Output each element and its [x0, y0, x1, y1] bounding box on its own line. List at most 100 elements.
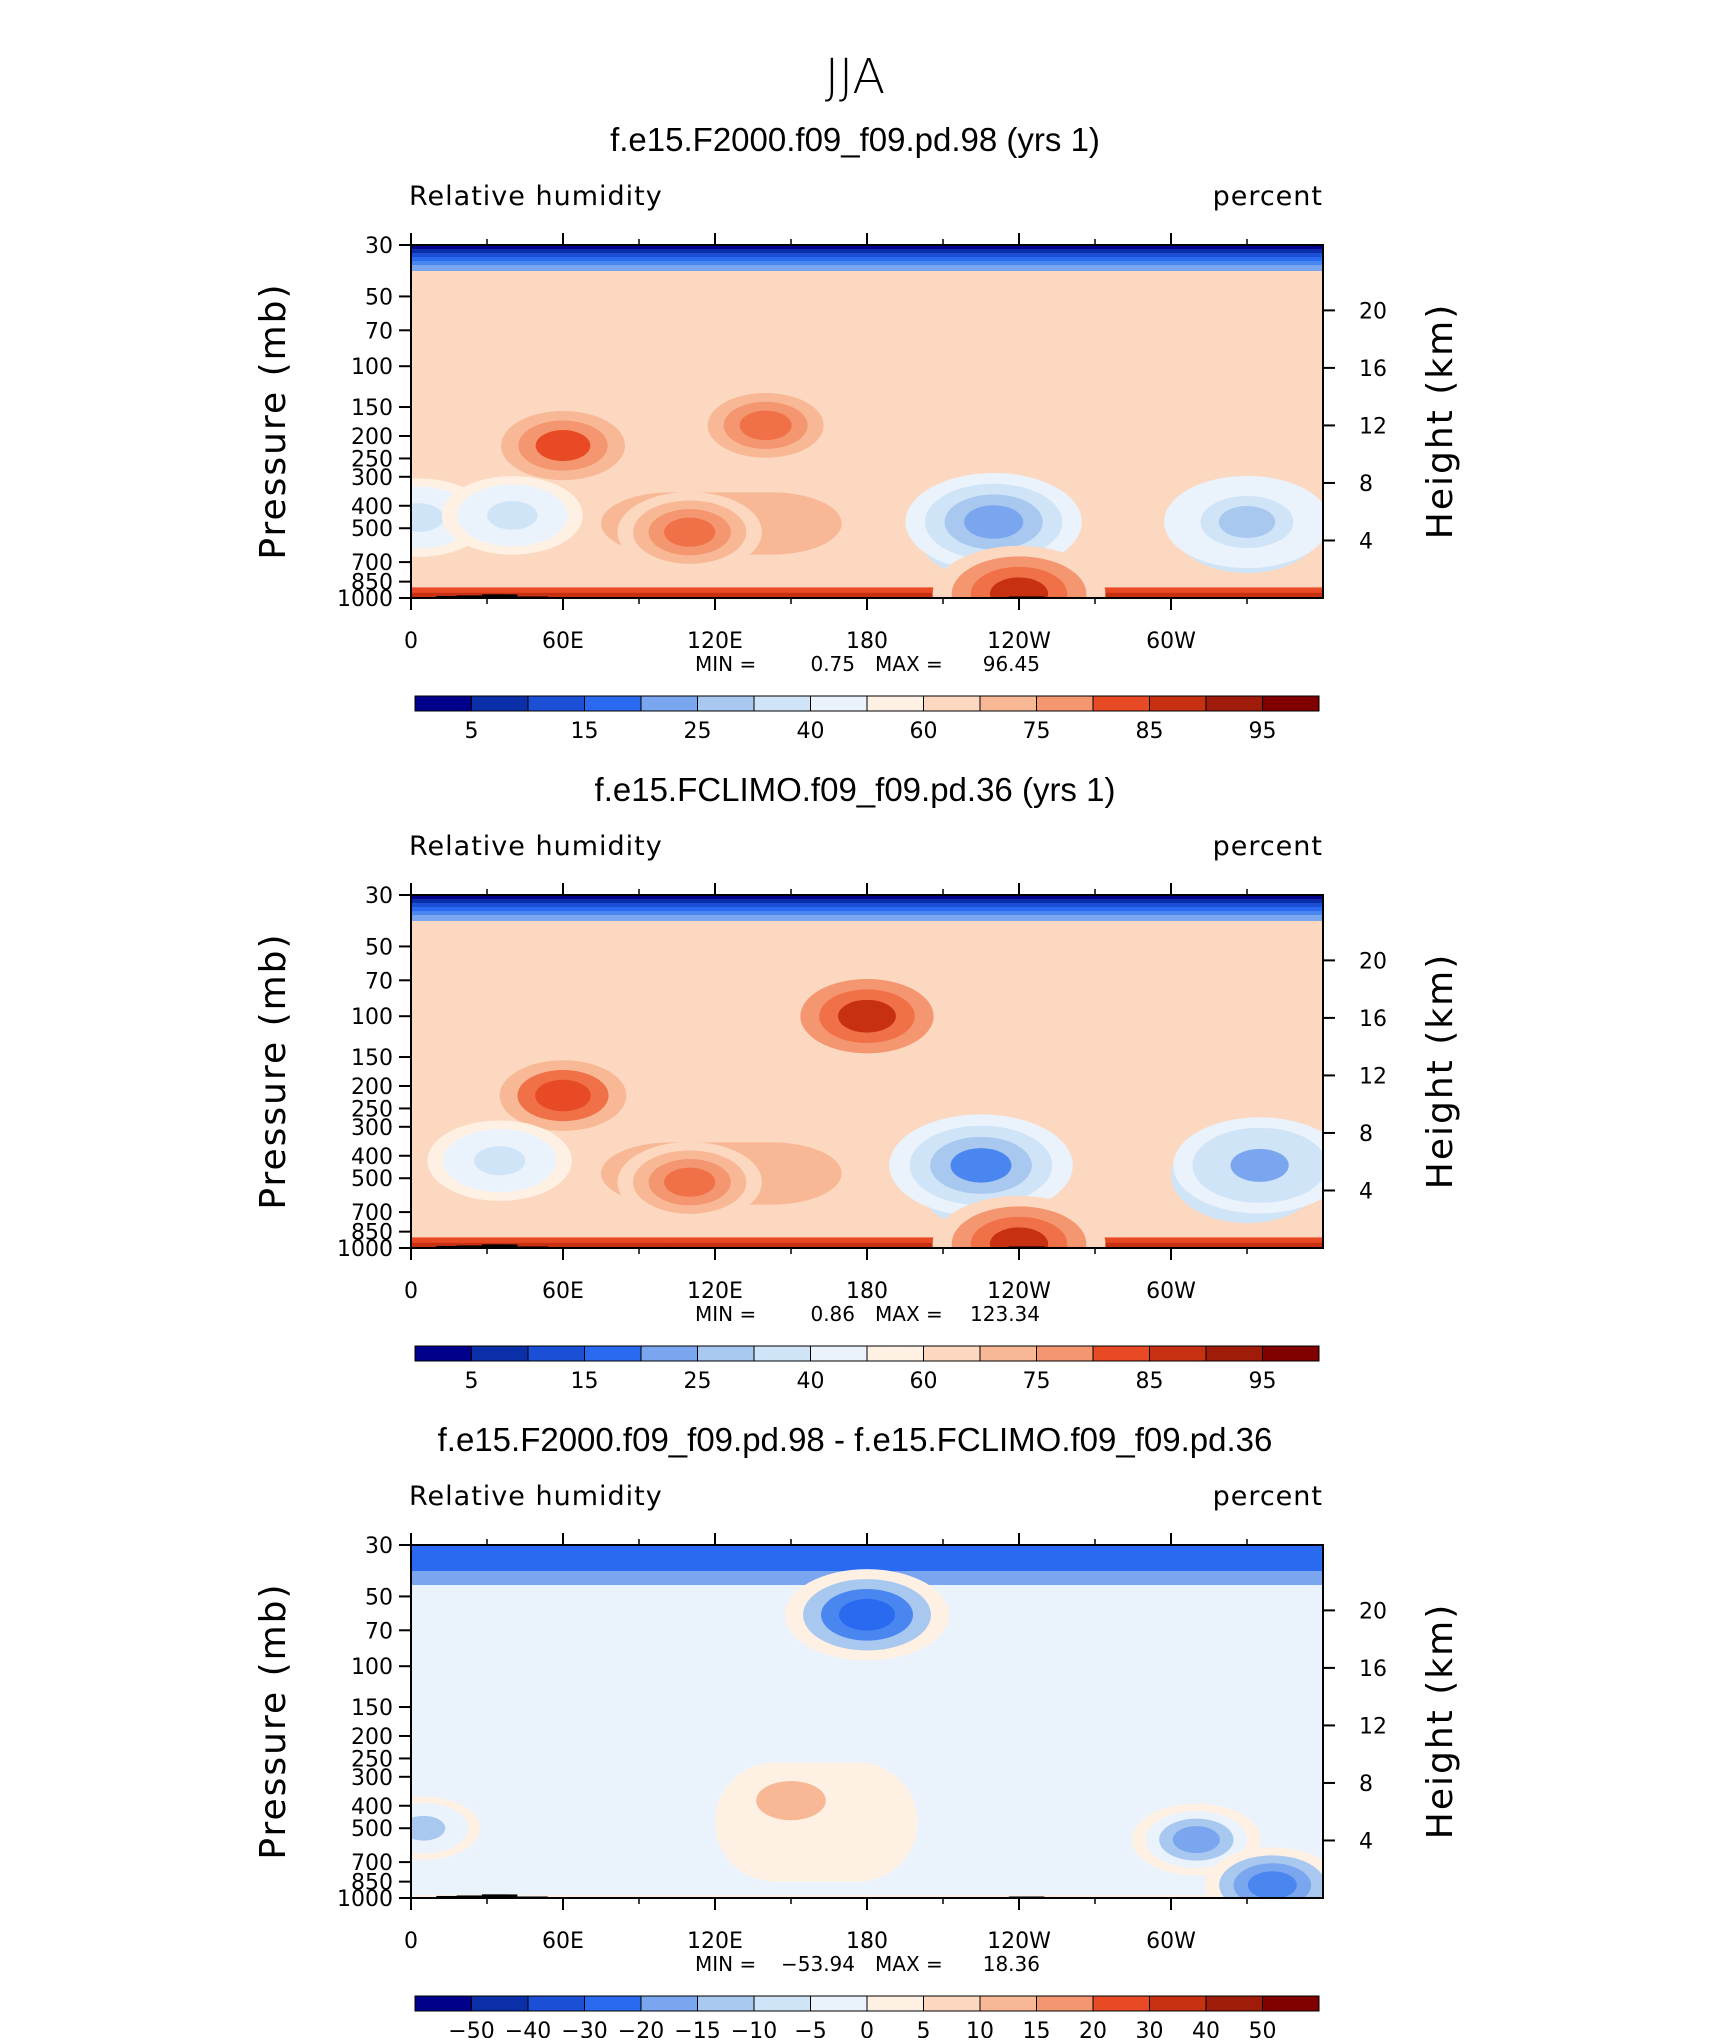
p2-colorbar-label: 95 [1249, 1369, 1277, 1394]
p1-y-tick-label: 850 [351, 571, 393, 596]
p2-feature-1 [838, 999, 896, 1033]
p2-x-tick-label: 120E [687, 1279, 743, 1304]
p2-colorbar-label: 60 [910, 1369, 938, 1394]
p2-colorbar-label: 25 [684, 1369, 712, 1394]
p2-x-tick-label: 120W [987, 1279, 1051, 1304]
p3-colorbar-box [753, 1995, 811, 2012]
p3-y-tick-label: 700 [351, 1851, 393, 1876]
p3-height-tick-label: 20 [1359, 1599, 1387, 1624]
p1-variable-label: Relative humidity [409, 181, 663, 212]
p3-field [411, 1545, 1323, 1898]
p2-colorbar-box [866, 1345, 924, 1362]
p1-y-tick-label: 200 [351, 425, 393, 450]
p3-max-value: 18.36 [983, 1952, 1040, 1976]
p1-x-tick-label: 120E [687, 629, 743, 654]
p3-title: f.e15.F2000.f09_f09.pd.98 - f.e15.FCLIMO… [438, 1421, 1273, 1458]
p2-colorbar-box [1149, 1345, 1207, 1362]
p3-feature-3 [411, 1815, 446, 1841]
p1-colorbar-label: 40 [797, 719, 825, 744]
p1-min-value: 0.75 [810, 652, 855, 676]
p2-x-tick-label: 60E [542, 1279, 584, 1304]
p1-height-tick-label: 16 [1359, 357, 1387, 382]
p3-colorbar-box [866, 1995, 924, 2012]
p2-feature-0 [535, 1079, 591, 1112]
p1-colorbar-label: 15 [571, 719, 599, 744]
p3-panel: f.e15.F2000.f09_f09.pd.98 - f.e15.FCLIMO… [253, 1421, 1461, 2043]
p3-colorbar-label: −20 [618, 2019, 664, 2038]
p2-height-tick-label: 16 [1359, 1007, 1387, 1032]
p2-height-tick-label: 8 [1359, 1122, 1373, 1147]
p1-height-tick-label: 12 [1359, 414, 1387, 439]
p1-min-label: MIN = [695, 652, 756, 676]
p2-x-tick-label: 0 [404, 1279, 418, 1304]
p1-colorbar-box [1205, 695, 1263, 712]
p2-colorbar-label: 40 [797, 1369, 825, 1394]
p1-colorbar-box [1092, 695, 1150, 712]
p1-y-tick-label: 300 [351, 466, 393, 491]
p3-colorbar-label: −30 [561, 2019, 607, 2038]
p1-panel: f.e15.F2000.f09_f09.pd.98 (yrs 1) Relativ… [253, 121, 1461, 744]
p2-y-tick-label: 30 [365, 884, 393, 909]
p1-y-tick-label: 100 [351, 355, 393, 380]
p2-y-tick-label: 400 [351, 1145, 393, 1170]
p3-colorbar-label: −10 [731, 2019, 777, 2038]
p1-field [411, 245, 1323, 598]
p3-x-tick-label: 60W [1146, 1929, 1196, 1954]
p2-boundary-layer-core [411, 1242, 1323, 1248]
p2-y-tick-label: 250 [351, 1097, 393, 1122]
p3-topography [481, 1894, 508, 1898]
p3-y-tick-label: 250 [351, 1747, 393, 1772]
p3-y-tick-label: 300 [351, 1766, 393, 1791]
p2-feature-4 [1230, 1148, 1289, 1182]
p1-max-label: MAX = [875, 652, 943, 676]
p1-x-tick-label: 120W [987, 629, 1051, 654]
p2-y-tick-label: 150 [351, 1046, 393, 1071]
p3-height-tick-label: 12 [1359, 1714, 1387, 1739]
p1-y-tick-label: 250 [351, 447, 393, 472]
p2-y-tick-label: 200 [351, 1075, 393, 1100]
p3-feature-1 [1172, 1826, 1220, 1854]
p3-y-tick-label: 400 [351, 1795, 393, 1820]
p3-colorbar-label: −15 [674, 2019, 720, 2038]
p3-units-label: percent [1213, 1481, 1323, 1512]
p3-colorbar-box [1036, 1995, 1094, 2012]
p2-colorbar-box [640, 1345, 698, 1362]
p2-colorbar-label: 15 [571, 1369, 599, 1394]
p1-x-tick-label: 60W [1146, 629, 1196, 654]
p3-x-tick-label: 120W [987, 1929, 1051, 1954]
p3-colorbar-box [1149, 1995, 1207, 2012]
p1-colorbar-box [1262, 695, 1320, 712]
p2-y-tick-label: 50 [365, 935, 393, 960]
p1-colorbar-box [866, 695, 924, 712]
p1-y-tick-label: 30 [365, 234, 393, 259]
p1-colorbar-label: 95 [1249, 719, 1277, 744]
p1-colorbar-box [923, 695, 981, 712]
p3-colorbar-box [979, 1995, 1037, 2012]
p2-height-tick-label: 20 [1359, 949, 1387, 974]
p1-colorbar-label: 25 [684, 719, 712, 744]
p2-y-tick-label: 100 [351, 1005, 393, 1030]
p3-colorbar-label: 40 [1192, 2019, 1220, 2038]
p3-x-tick-label: 180 [846, 1929, 888, 1954]
p1-colorbar-box [1149, 695, 1207, 712]
p3-colorbar-box [1262, 1995, 1320, 2012]
p3-min-label: MIN = [695, 1952, 756, 1976]
p2-x-tick-label: 180 [846, 1279, 888, 1304]
p3-colorbar-label: 0 [860, 2019, 874, 2038]
p2-height-tick-label: 4 [1359, 1179, 1373, 1204]
p2-max-label: MAX = [875, 1302, 943, 1326]
p2-variable-label: Relative humidity [409, 831, 663, 862]
p1-colorbar-label: 75 [1023, 719, 1051, 744]
p3-feature-4 [839, 1598, 895, 1631]
p1-colorbar-box [584, 695, 642, 712]
p1-colorbar-box [753, 695, 811, 712]
figure-title: JJA [825, 49, 885, 105]
p1-boundary-layer-core [411, 592, 1323, 598]
p3-colorbar-box [414, 1995, 472, 2012]
p3-y2-axis-title: Height (km) [1420, 1603, 1461, 1839]
p3-variable-label: Relative humidity [409, 1481, 663, 1512]
p2-y-axis-title: Pressure (mb) [253, 932, 294, 1209]
p2-colorbar-box [810, 1345, 868, 1362]
